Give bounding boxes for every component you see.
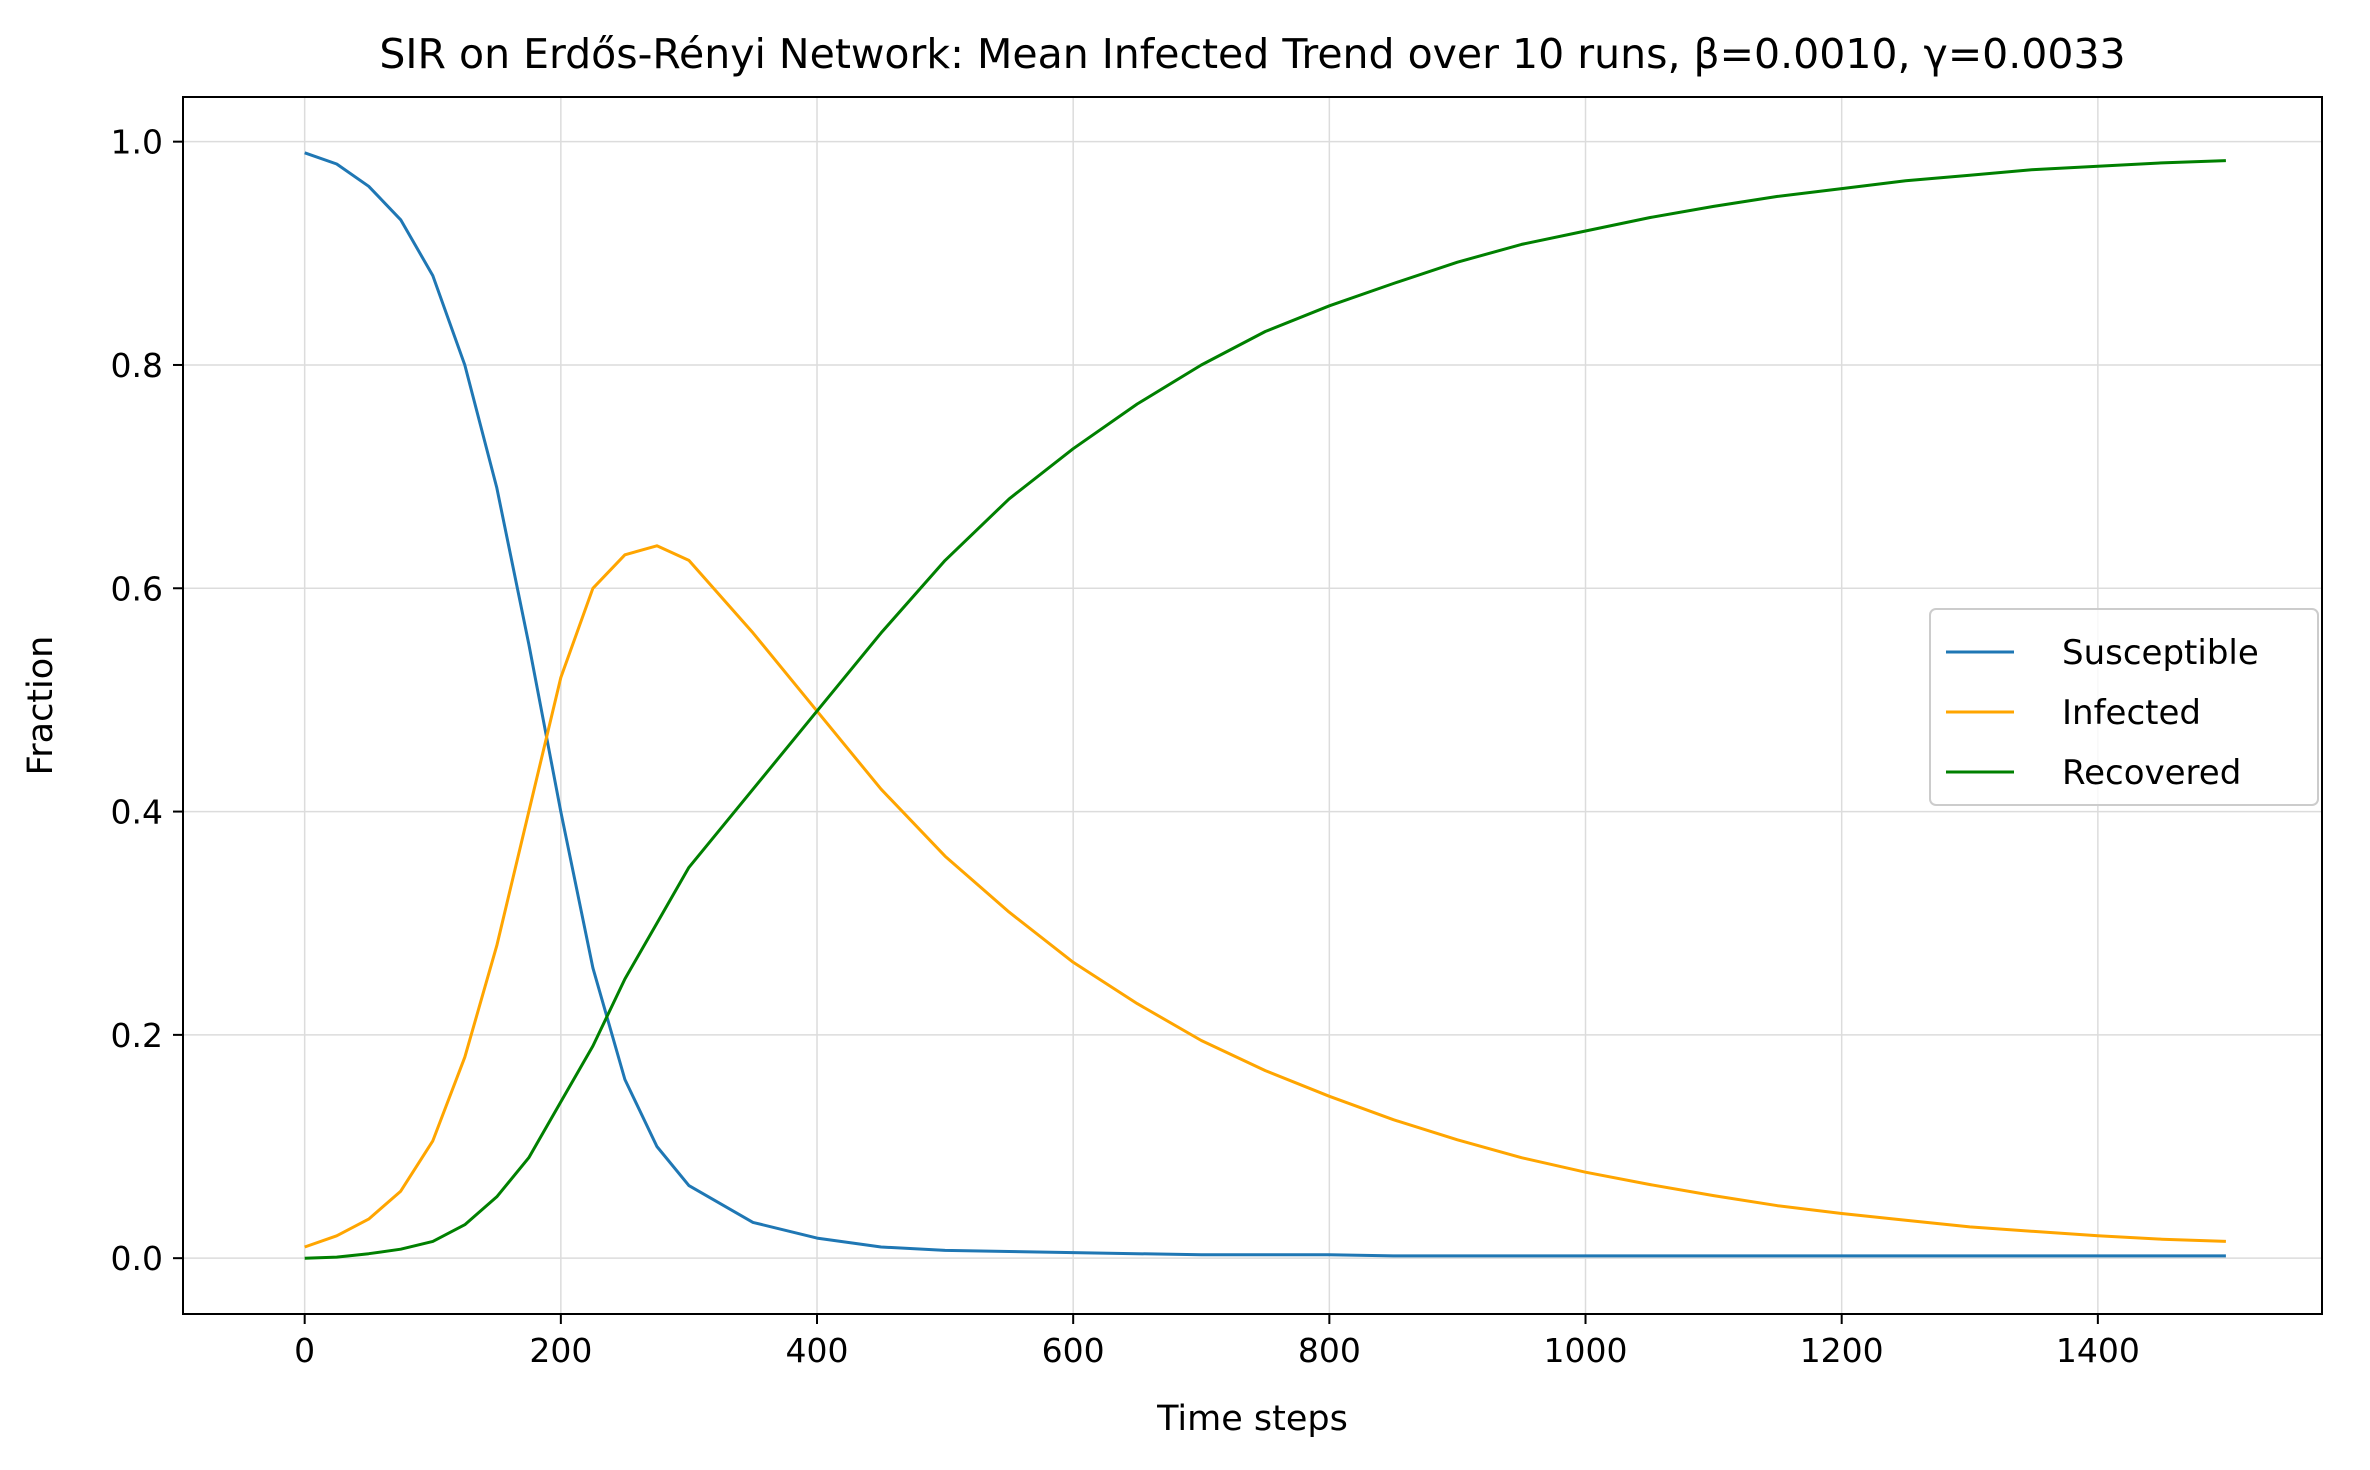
x-tick-label: 800 (1298, 1331, 1361, 1370)
y-tick-label: 1.0 (111, 123, 163, 162)
series-line-recovered (304, 159, 2226, 1260)
x-axis-label: Time steps (1156, 1399, 1348, 1439)
x-tick-label: 400 (786, 1331, 849, 1370)
series-lines (304, 151, 2226, 1260)
x-tick-label: 1200 (1800, 1331, 1884, 1370)
series-line-infected (304, 544, 2226, 1249)
x-tick-label: 200 (529, 1331, 592, 1370)
x-tick-label: 0 (294, 1331, 315, 1370)
grid (183, 97, 2322, 1314)
y-tick-label: 0.0 (111, 1239, 163, 1278)
legend-label-recovered: Recovered (2062, 753, 2241, 793)
series-line-susceptible (304, 151, 2226, 1258)
x-tick-label: 600 (1042, 1331, 1105, 1370)
y-tick-label: 0.8 (111, 346, 163, 385)
legend-label-susceptible: Susceptible (2062, 633, 2259, 673)
y-tick-label: 0.2 (111, 1016, 163, 1055)
y-tick-label: 0.6 (111, 569, 163, 608)
legend: Susceptible Infected Recovered (1929, 608, 2319, 806)
y-tick-label: 0.4 (111, 793, 163, 832)
x-tick-label: 1400 (2056, 1331, 2140, 1370)
legend-box (1929, 608, 2319, 806)
chart-title: SIR on Erdős-Rényi Network: Mean Infecte… (379, 30, 2125, 78)
legend-label-infected: Infected (2062, 693, 2201, 733)
plot-area-frame (182, 96, 2323, 1315)
y-axis-label: Fraction (21, 636, 61, 776)
axis-ticks: 0 200 400 600 800 1000 1200 1400 0.0 0.2 0.4 0.6 0.8… (111, 123, 2140, 1370)
x-tick-label: 1000 (1544, 1331, 1628, 1370)
